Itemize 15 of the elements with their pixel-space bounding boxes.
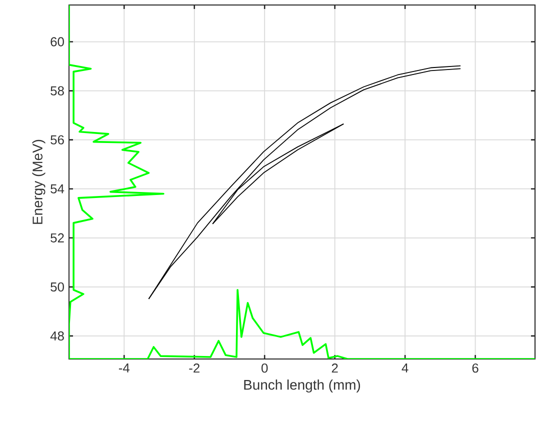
x-tick-label: -4	[118, 364, 130, 372]
x-tick-label: 6	[472, 364, 478, 373]
y-tick-label: 48	[50, 331, 64, 341]
y-tick-label: 56	[50, 135, 64, 144]
y-tick-label: 54	[50, 184, 64, 194]
x-tick-label: -2	[189, 364, 200, 373]
y-tick-label: 60	[50, 37, 64, 46]
y-axis-title: Energy (MeV)	[32, 140, 46, 224]
x-axis-title: Bunch length (mm)	[244, 380, 360, 393]
x-tick-label: 4	[402, 364, 408, 372]
x-tick-label: 0	[262, 364, 268, 373]
y-tick-label: 58	[50, 86, 64, 96]
x-tick-label: 2	[332, 364, 338, 373]
y-tick-label: 52	[50, 233, 64, 242]
y-tick-label: 50	[50, 282, 64, 292]
